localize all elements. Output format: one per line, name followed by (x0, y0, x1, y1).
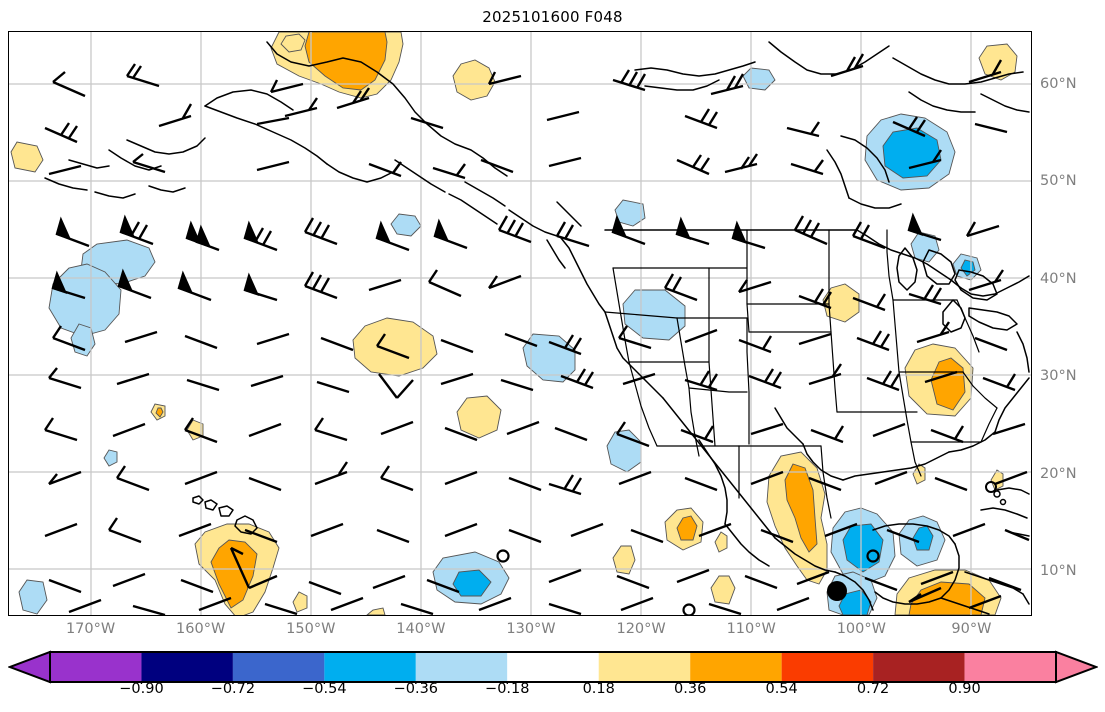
open-circle-marker (682, 603, 696, 615)
colorbar-segment (873, 652, 965, 682)
lat-tick-label: 30°N (1040, 368, 1077, 385)
colorbar-tick-label: −0.18 (485, 681, 530, 697)
colorbar-segment (324, 652, 416, 682)
lon-tick-label: 170°W (65, 621, 116, 637)
lon-tick-label: 140°W (396, 621, 446, 637)
colorbar-segment (964, 652, 1056, 682)
wind-barb-layer (44, 53, 1030, 615)
colorbar-segment (507, 652, 599, 682)
lon-tick-label: 120°W (616, 621, 666, 637)
lon-tick-label: 160°W (176, 621, 226, 637)
colorbar-tick-label: 0.90 (948, 681, 981, 697)
coastline-layer (44, 41, 1030, 615)
lat-tick-label: 40°N (1040, 270, 1077, 287)
lon-tick-label: 110°W (726, 621, 776, 637)
marker-layer (496, 481, 997, 615)
colorbar-swatches (8, 650, 1098, 684)
lat-tick-label: 20°N (1040, 465, 1077, 482)
colorbar-tick-label: −0.36 (393, 681, 439, 697)
open-circle-marker (496, 549, 510, 563)
colorbar-tick-label: −0.54 (302, 681, 347, 697)
colorbar-segment (690, 652, 782, 682)
map-gridlines (9, 32, 1031, 615)
lon-tick-label: 100°W (836, 621, 886, 637)
colorbar-segment (141, 652, 233, 682)
colorbar-segment (232, 652, 325, 682)
colorbar-segment (50, 652, 142, 682)
filled-circle-marker (827, 581, 847, 601)
lon-tick-label: 150°W (286, 621, 336, 637)
colorbar-segment (598, 652, 691, 682)
colorbar-tick-label: 0.36 (674, 681, 707, 697)
lat-tick-label: 50°N (1040, 173, 1077, 190)
open-circle-marker (866, 549, 880, 563)
map-plot-area[interactable] (8, 31, 1032, 616)
colorbar-segment (781, 652, 874, 682)
colorbar-tick-label: 0.72 (856, 681, 890, 697)
colorbar-segment (415, 652, 508, 682)
map-canvas (9, 32, 1031, 615)
page-title: 2025101600 F048 (482, 8, 623, 26)
lon-tick-label: 90°W (951, 621, 992, 637)
shaded-anomaly-layer (10, 32, 1018, 615)
open-circle-marker (985, 481, 997, 493)
colorbar[interactable]: −0.90 −0.72 −0.54 −0.36 −0.18 0.18 0.36 0.54 0.7… (8, 650, 1098, 712)
lat-tick-label: 60°N (1040, 75, 1077, 92)
colorbar-extend-min (8, 650, 51, 684)
colorbar-tick-label: 0.18 (582, 681, 615, 697)
colorbar-tick-label: −0.72 (210, 681, 256, 697)
colorbar-extend-max (1055, 650, 1098, 684)
lon-tick-label: 130°W (506, 621, 556, 637)
colorbar-tick-label: 0.54 (765, 681, 798, 697)
lat-tick-label: 10°N (1040, 563, 1077, 580)
colorbar-tick-label: −0.90 (119, 681, 164, 697)
